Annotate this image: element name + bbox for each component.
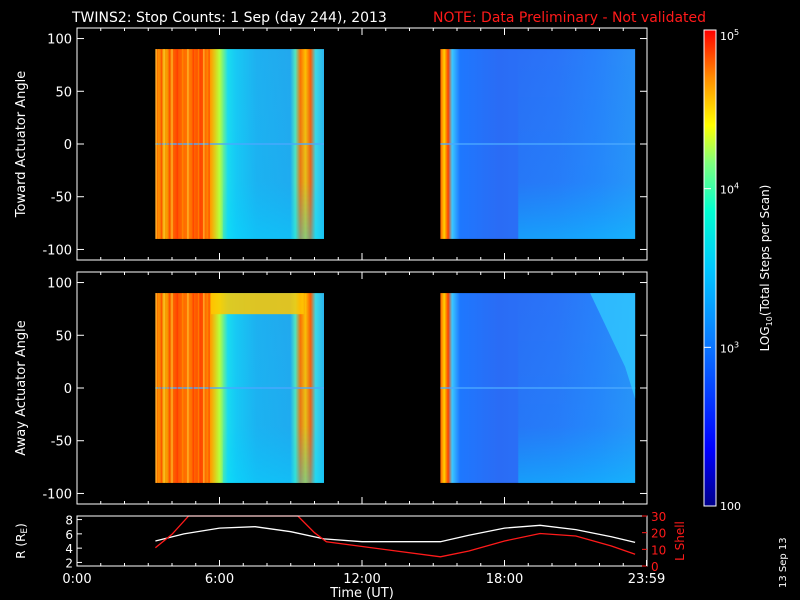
date-stamp: 13 Sep 13 xyxy=(778,537,789,588)
away-ytick-label: 0 xyxy=(64,382,72,397)
toward-streak xyxy=(192,49,194,239)
time-xtick-label: 6:00 xyxy=(205,572,234,587)
toward-streak xyxy=(197,49,200,239)
away-streak xyxy=(187,293,189,483)
toward-ytick-label: 100 xyxy=(47,33,72,48)
time-xtick-label: 18:00 xyxy=(486,572,523,587)
toward-panel: 100 50 0 -50 -100 Toward Actuator Angle xyxy=(14,27,648,261)
r-ytick-label: 6 xyxy=(65,528,73,542)
away-streak xyxy=(208,293,210,483)
away-streak xyxy=(160,293,163,483)
r-ytick-label: 8 xyxy=(65,514,73,528)
colorbar: 105 104 103 100 LOG10(Total Steps per Scan) xyxy=(703,28,774,513)
away-streak xyxy=(168,293,171,483)
away-ytick-label: -100 xyxy=(42,487,72,502)
away-streak xyxy=(165,293,168,483)
away-ytick-label: 100 xyxy=(47,277,72,292)
toward-ytick-label: 50 xyxy=(55,85,72,100)
colorbar-tick-label: 104 xyxy=(720,182,739,197)
lshell-ytick-label: 0 xyxy=(651,560,659,574)
away-streak xyxy=(176,293,179,483)
away-streak xyxy=(158,293,160,483)
away-streak xyxy=(203,293,205,483)
toward-streak xyxy=(171,49,173,239)
lshell-ytick-label: 30 xyxy=(651,510,666,524)
toward-streak xyxy=(187,49,189,239)
toward-streak xyxy=(168,49,171,239)
colorbar-scale xyxy=(704,30,716,506)
time-xtick-label: 0:00 xyxy=(62,572,91,587)
lshell-ytick-label: 20 xyxy=(651,527,666,541)
r-ytick-label: 4 xyxy=(65,542,73,556)
away-streak xyxy=(192,293,194,483)
away-zero-angle-seam-2 xyxy=(440,387,636,389)
toward-ytick-label: -100 xyxy=(42,243,72,258)
toward-streak xyxy=(155,49,157,239)
away-zero-angle-seam-1 xyxy=(155,387,324,389)
toward-ytick-label: -50 xyxy=(51,191,72,206)
toward-ylabel: Toward Actuator Angle xyxy=(14,71,29,218)
away-ytick-label: -50 xyxy=(51,435,72,450)
r-ytick-label: 2 xyxy=(65,556,73,570)
toward-heatmap xyxy=(155,49,636,239)
x-axis-label: Time (UT) xyxy=(329,586,394,600)
lshell-ytick-label: 10 xyxy=(651,543,666,557)
toward-streak xyxy=(181,49,184,239)
orbit-panel-frame xyxy=(76,515,648,567)
away-ytick-label: 50 xyxy=(55,329,72,344)
time-xtick-label: 12:00 xyxy=(343,572,380,587)
toward-ytick-label: 0 xyxy=(64,138,72,153)
orbit-lines xyxy=(154,515,636,558)
colorbar-tick-label: 105 xyxy=(720,28,739,43)
away-streak xyxy=(163,293,165,483)
r-axis-label: R (RE) xyxy=(14,523,30,559)
lshell-line xyxy=(154,515,636,558)
away-streak xyxy=(197,293,200,483)
colorbar-tick-label: 103 xyxy=(720,340,739,355)
away-cyan-wedge xyxy=(590,293,636,399)
toward-streak xyxy=(208,49,210,239)
lshell-axis-label: L Shell xyxy=(673,521,687,561)
toward-streak xyxy=(176,49,179,239)
toward-streak xyxy=(163,49,165,239)
chart-title: TWINS2: Stop Counts: 1 Sep (day 244), 20… xyxy=(71,10,387,26)
away-ylabel: Away Actuator Angle xyxy=(14,320,29,455)
away-streak xyxy=(171,293,173,483)
toward-zero-angle-seam-1 xyxy=(155,143,324,145)
preliminary-note: NOTE: Data Preliminary - Not validated xyxy=(433,10,706,26)
away-heatmap xyxy=(155,293,636,483)
toward-streak xyxy=(160,49,163,239)
away-streak xyxy=(181,293,184,483)
toward-streak xyxy=(165,49,168,239)
colorbar-tick-label: 100 xyxy=(720,500,741,513)
away-streak xyxy=(155,293,157,483)
r-distance-line xyxy=(155,524,636,544)
away-panel: 100 50 0 -50 -100 Away Actuator Angle xyxy=(14,271,648,505)
time-xtick-label: 23:59 xyxy=(628,572,665,587)
colorbar-label: LOG10(Total Steps per Scan) xyxy=(758,185,774,352)
toward-zero-angle-seam-2 xyxy=(440,143,636,145)
away-warm-band xyxy=(211,293,304,315)
toward-streak xyxy=(203,49,205,239)
toward-streak xyxy=(158,49,160,239)
